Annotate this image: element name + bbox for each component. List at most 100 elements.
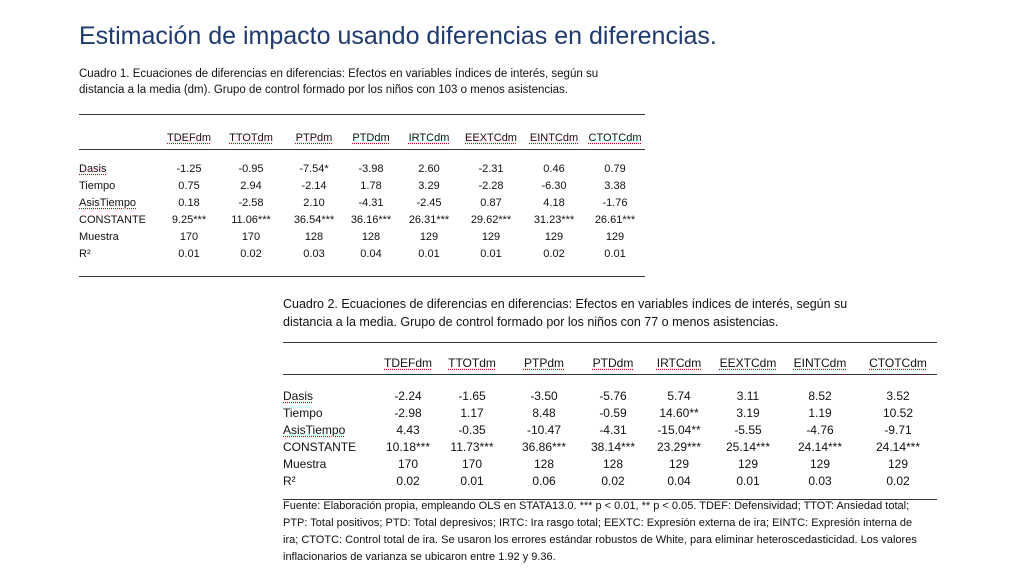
cuadro1-header-row: TDEFdm TTOTdm PTPdm PTDdm IRTCdm EEXTCdm EINTC…	[79, 114, 645, 150]
cuadro2-col-header: PTDdm	[592, 356, 634, 370]
table-cell: 170	[179, 230, 199, 243]
table-cell: 31.23***	[533, 213, 575, 226]
table-cell: -2.31	[459, 149, 523, 177]
table-cell: -1.25	[161, 149, 217, 177]
table-row: CONSTANTE 10.18*** 11.73*** 36.86*** 38.14**…	[283, 438, 937, 455]
table-cell: -6.30	[541, 179, 567, 192]
table-cell: 170	[461, 456, 483, 471]
table-cell: 0.04	[643, 472, 715, 500]
table-cell: -4.31	[358, 196, 384, 209]
table-row: Dasis -2.24 -1.65 -3.50 -5.76 5.74 3.11 8.52 3.5…	[283, 374, 937, 404]
table-cell: 4.43	[396, 422, 420, 437]
cuadro2-col-header: CTOTCdm	[869, 356, 927, 370]
table-cell: 5.74	[643, 374, 715, 404]
row-label: CONSTANTE	[283, 439, 357, 454]
row-label: Dasis	[79, 149, 161, 177]
table-cell: 2.10	[303, 196, 325, 209]
table-row: Tiempo -2.98 1.17 8.48 -0.59 14.60** 3.19 1.19 1…	[283, 404, 937, 421]
cuadro1-block: Cuadro 1. Ecuaciones de diferencias en d…	[79, 66, 645, 277]
table-cell: 129	[809, 456, 831, 471]
row-label: R²	[79, 245, 161, 277]
table-cell: -7.54*	[285, 149, 343, 177]
table-cell: 129	[668, 456, 690, 471]
table-cell: 0.18	[178, 196, 200, 209]
row-label: Tiempo	[79, 179, 116, 192]
table-cell: 0.06	[505, 472, 583, 500]
table-cell: 0.01	[459, 245, 523, 277]
table-cell: 0.01	[715, 472, 781, 500]
table-cell: 0.75	[178, 179, 200, 192]
table-cell: 0.01	[585, 245, 645, 277]
table-cell: -1.65	[439, 374, 505, 404]
table-cell: 128	[361, 230, 381, 243]
table-cell: 8.48	[532, 405, 556, 420]
table-row: AsisTiempo 0.18 -2.58 2.10 -4.31 -2.45 0.87 4.1…	[79, 194, 645, 211]
table-row: Dasis -1.25 -0.95 -7.54* -3.98 2.60 -2.31 0.46 0…	[79, 149, 645, 177]
table-cell: 0.01	[161, 245, 217, 277]
table-cell: 129	[737, 456, 759, 471]
table-cell: 0.02	[217, 245, 285, 277]
cuadro2-table: TDEFdm TTOTdm PTPdm PTDdm IRTCdm EEXTCdm EINTC…	[283, 342, 937, 500]
table-cell: 0.46	[523, 149, 585, 177]
table-cell: 24.14***	[875, 439, 921, 454]
table-cell: 129	[605, 230, 625, 243]
table-cell: 36.54***	[293, 213, 335, 226]
row-label: R²	[283, 472, 377, 500]
table-cell: -5.55	[734, 422, 762, 437]
table-cell: 129	[544, 230, 564, 243]
table-cell: -0.59	[599, 405, 627, 420]
table-cell: -2.24	[377, 374, 439, 404]
cuadro2-col-header: PTPdm	[523, 356, 564, 370]
row-label: AsisTiempo	[79, 196, 137, 209]
cuadro1-caption: Cuadro 1. Ecuaciones de diferencias en d…	[79, 68, 599, 96]
table-cell: -10.47	[526, 422, 562, 437]
table-cell: 170	[397, 456, 419, 471]
table-cell: 0.03	[285, 245, 343, 277]
table-cell: 29.62***	[470, 213, 512, 226]
table-cell: 36.86***	[521, 439, 567, 454]
table-cell: 0.02	[377, 472, 439, 500]
table-cell: 10.18***	[385, 439, 431, 454]
table-cell: 0.01	[439, 472, 505, 500]
table-cell: 129	[419, 230, 439, 243]
row-label: Muestra	[283, 456, 327, 471]
table-cell: 24.14***	[797, 439, 843, 454]
table-cell: 129	[481, 230, 501, 243]
table-cell: -15.04**	[657, 422, 701, 437]
table-cell: 26.61***	[594, 213, 636, 226]
row-label: AsisTiempo	[283, 422, 346, 437]
table-cell: 0.04	[343, 245, 399, 277]
cuadro2-source-note: Fuente: Elaboración propia, empleando OL…	[283, 500, 917, 563]
table-cell: -2.45	[416, 196, 442, 209]
row-label: Muestra	[79, 230, 119, 243]
table-cell: 26.31***	[408, 213, 450, 226]
table-cell: -4.31	[599, 422, 627, 437]
cuadro2-col-header: IRTCdm	[656, 356, 702, 370]
cuadro1-col-header: TDEFdm	[167, 132, 211, 144]
table-cell: 3.11	[715, 374, 781, 404]
table-cell: -5.76	[583, 374, 643, 404]
table-cell: 3.29	[418, 179, 440, 192]
table-row: AsisTiempo 4.43 -0.35 -10.47 -4.31 -15.04** -5…	[283, 421, 937, 438]
table-cell: 3.38	[604, 179, 626, 192]
table-cell: 0.87	[480, 196, 502, 209]
cuadro1-col-header: PTDdm	[352, 132, 390, 144]
cuadro2-col-header: EEXTCdm	[719, 356, 777, 370]
table-cell: 129	[887, 456, 909, 471]
table-cell: 0.02	[523, 245, 585, 277]
table-cell: -2.98	[394, 405, 422, 420]
table-cell: 1.17	[460, 405, 484, 420]
table-cell: 38.14***	[590, 439, 636, 454]
table-cell: -9.71	[884, 422, 912, 437]
cuadro1-col-header: PTPdm	[295, 132, 333, 144]
table-cell: -1.76	[602, 196, 628, 209]
table-cell: 9.25***	[171, 213, 207, 226]
table-row: Tiempo 0.75 2.94 -2.14 1.78 3.29 -2.28 -6.30 3.3…	[79, 177, 645, 194]
table-cell: 170	[241, 230, 261, 243]
cuadro1-col-header: EEXTCdm	[465, 132, 517, 144]
table-cell: -2.28	[478, 179, 504, 192]
cuadro1-col-header: CTOTCdm	[588, 132, 642, 144]
table-cell: 128	[304, 230, 324, 243]
table-cell: 1.19	[808, 405, 832, 420]
table-cell: 3.19	[736, 405, 760, 420]
